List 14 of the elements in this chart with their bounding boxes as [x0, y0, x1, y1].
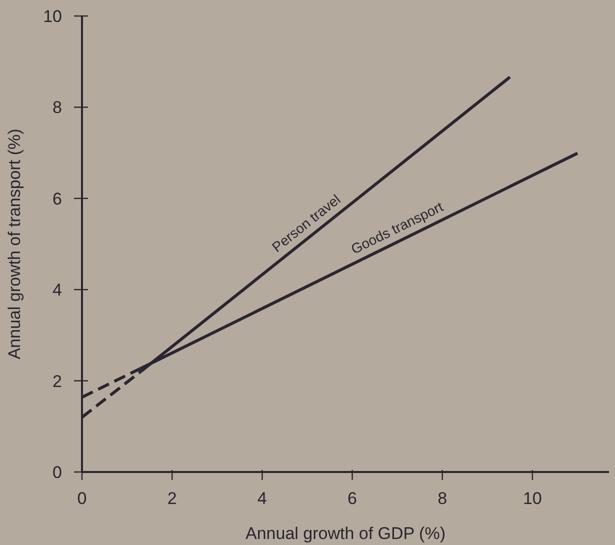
x-tick-label: 2 — [167, 489, 177, 508]
x-axis-title: Annual growth of GDP (%) — [246, 524, 446, 543]
x-tick-label: 8 — [438, 489, 448, 508]
x-tick-label: 6 — [348, 489, 357, 508]
x-tick-label: 0 — [77, 489, 87, 508]
x-tick-label: 4 — [257, 489, 267, 508]
x-tick-label: 10 — [522, 489, 542, 508]
y-tick-label: 8 — [52, 98, 62, 118]
y-tick-label: 6 — [52, 189, 62, 208]
y-axis-title: Annual growth of transport (%) — [5, 128, 24, 360]
y-tick-label: 0 — [52, 463, 62, 482]
y-tick-label: 10 — [43, 7, 62, 26]
y-tick-label: 4 — [52, 280, 62, 300]
y-tick-label: 2 — [52, 372, 62, 391]
